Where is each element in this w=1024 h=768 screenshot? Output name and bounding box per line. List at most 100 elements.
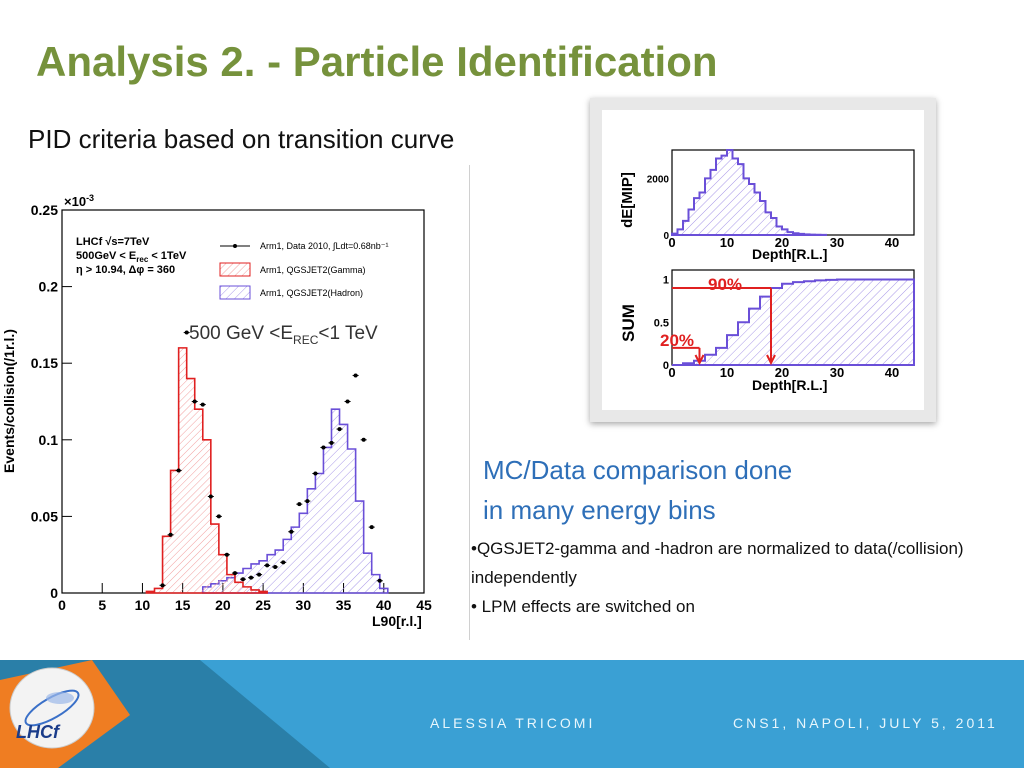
transition-curve-plots: 0 10 20 30 40 0 2000 0 10 20 30 40 0 0.5 1 dE[MIP] De… [619,149,915,393]
info-line-1: LHCf √s=7TeV [76,236,150,248]
sum-x-tick-label: 20 [775,365,789,380]
sum-y-tick-label: 0.5 [654,317,669,329]
mc-line-1: MC/Data comparison done [483,455,793,485]
sum-y-tick-label: 1 [663,275,669,287]
legend-data-marker [233,244,237,248]
de-y-tick-label: 0 [663,231,669,242]
data-point [281,560,286,565]
x-tick-label: 10 [135,597,151,613]
data-point [208,494,213,499]
data-point [265,563,270,568]
data-point [297,502,302,507]
footer-band: LHCf ALESSIA TRICOMI CNS1, NAPOLI, JULY … [0,660,1024,768]
x-tick-label: 30 [296,597,312,613]
y-axis-label: Events/collision(/1r.l.) [1,329,17,473]
data-point [289,529,294,534]
legend-gamma-swatch [219,262,251,277]
x-axis-label: L90[r.l.] [372,613,422,629]
de-x-tick-label: 30 [830,235,844,250]
sum-y-tick-label: 0 [663,360,669,372]
l90-chart: 0 5 10 15 20 25 30 35 40 45 0 0.05 0.1 0.15 0.2 0.25 Ev… [1,193,432,629]
data-point [184,330,189,335]
data-point [361,437,366,442]
divider [469,165,470,640]
lhcf-logo: LHCf [9,667,95,749]
arrowhead-20 [694,354,705,366]
framed-plots: 0 10 20 30 40 0 2000 0 10 20 30 40 0 0.5 1 dE[MIP] De… [590,98,936,422]
energy-bin-label: 500 GeV <EREC<1 TeV [189,323,378,347]
de-x-tick-label: 10 [720,235,734,250]
data-point [176,468,181,473]
data-point [337,427,342,432]
data-point [224,552,229,557]
data-point [273,564,278,569]
de-histogram [671,149,827,236]
sum-x-tick-label: 40 [885,365,899,380]
data-point [216,514,221,519]
annotation-90: 90% [708,275,742,294]
data-point [232,571,237,576]
x-tick-label: 20 [215,597,231,613]
data-point [168,532,173,537]
y-tick-label: 0.1 [39,432,59,448]
data-point [249,575,254,580]
de-x-tick-label: 0 [668,235,675,250]
legend: Arm1, Data 2010, ∫Ldt=0.68nb⁻¹ Arm1, QGS… [219,241,389,300]
data-point [305,499,310,504]
sum-x-tick-label: 30 [830,365,844,380]
de-x-label: Depth[R.L.] [752,246,827,262]
y-exponent: ×10-3 [64,193,94,209]
data-point [241,577,245,582]
x-tick-label: 35 [336,597,352,613]
data-point [313,471,318,476]
data-point [160,583,165,588]
mc-comparison-text: MC/Data comparison done in many energy b… [483,450,792,530]
annotation-20: 20% [660,331,694,350]
data-point [345,399,350,404]
data-point [353,373,358,378]
x-tick-label: 5 [98,597,106,613]
sum-y-label: SUM [619,304,638,342]
sum-x-tick-label: 10 [720,365,734,380]
bullet-normalization: •QGSJET2-gamma and -hadron are normalize… [471,539,964,587]
legend-hadron-swatch [219,285,251,300]
sum-x-label: Depth[R.L.] [752,377,827,393]
y-tick-label: 0.05 [31,508,58,524]
svg-text:LHCf: LHCf [16,722,61,742]
data-point [377,578,382,583]
y-tick-label: 0.15 [31,355,58,371]
gamma-histogram [145,347,268,594]
de-x-tick-label: 40 [885,235,899,250]
x-tick-label: 0 [58,597,66,613]
y-tick-label: 0.2 [39,279,59,295]
de-y-tick-label: 2000 [647,174,670,185]
x-tick-label: 40 [376,597,392,613]
mc-line-2: in many energy bins [483,495,716,525]
data-point [321,445,326,450]
slide-title: Analysis 2. - Particle Identification [36,38,718,85]
data-point [369,525,374,530]
info-line-2: 500GeV < Erec < 1TeV [76,250,187,264]
de-y-label: dE[MIP] [619,172,636,228]
x-tick-label: 45 [416,597,432,613]
footer-author: ALESSIA TRICOMI [430,715,596,731]
de-x-tick-label: 20 [775,235,789,250]
x-tick-label: 25 [255,597,271,613]
data-point [257,572,262,577]
legend-label-data: Arm1, Data 2010, ∫Ldt=0.68nb⁻¹ [260,241,389,251]
bullet-lpm: • LPM effects are switched on [471,597,695,616]
footer-event: CNS1, NAPOLI, JULY 5, 2011 [733,715,998,731]
data-point [329,440,334,445]
legend-label-gamma: Arm1, QGSJET2(Gamma) [260,265,366,275]
info-line-3: η > 10.94, Δφ = 360 [76,264,175,276]
data-point [200,402,205,407]
arrowhead-90 [766,354,776,366]
sum-x-tick-label: 0 [668,365,675,380]
footer-shapes: LHCf [0,660,330,768]
x-tick-label: 15 [175,597,191,613]
slide-subtitle: PID criteria based on transition curve [28,124,455,154]
data-point [192,399,197,404]
y-tick-label: 0.25 [31,202,58,218]
legend-label-hadron: Arm1, QGSJET2(Hadron) [260,288,363,298]
bullet-list: •QGSJET2-gamma and -hadron are normalize… [471,534,1011,621]
